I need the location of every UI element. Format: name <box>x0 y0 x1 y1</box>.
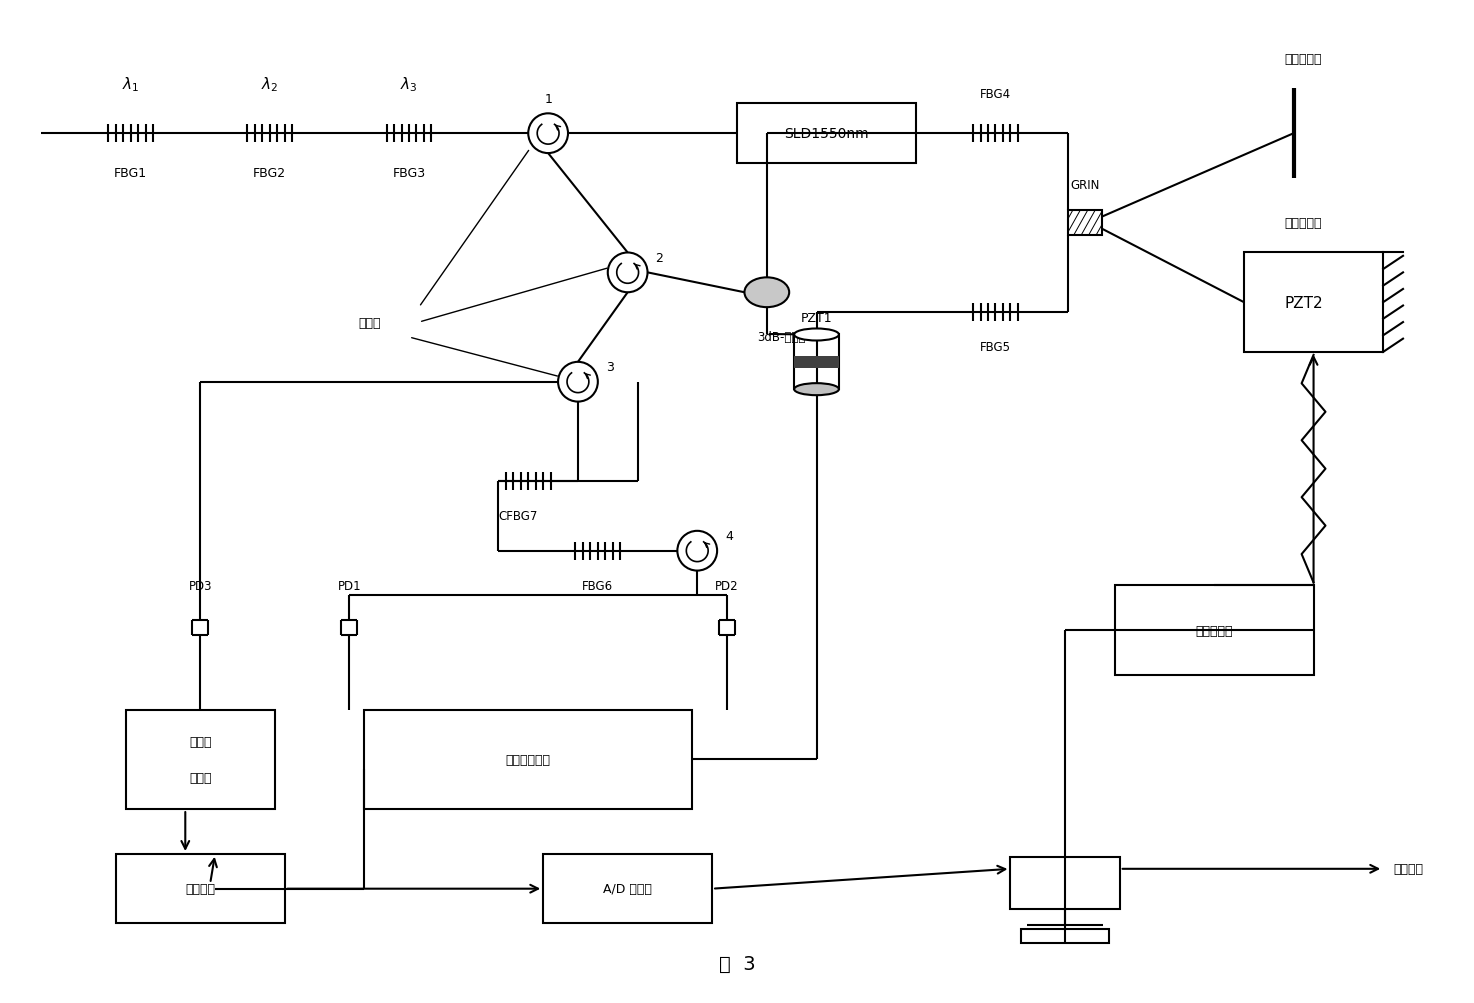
Ellipse shape <box>794 384 839 396</box>
Text: 参考反射镜: 参考反射镜 <box>1285 217 1322 230</box>
Text: SLD1550nm: SLD1550nm <box>784 127 868 141</box>
Bar <box>542 854 712 924</box>
Text: $\lambda_1$: $\lambda_1$ <box>122 75 140 93</box>
Bar <box>1114 586 1313 675</box>
Text: CFBG7: CFBG7 <box>498 510 538 523</box>
Ellipse shape <box>794 329 839 341</box>
Text: 3dB-耦合器: 3dB-耦合器 <box>758 331 806 344</box>
Text: 信号发生器: 信号发生器 <box>1195 624 1232 637</box>
Bar <box>737 104 915 163</box>
Text: 2: 2 <box>656 252 663 265</box>
Text: 反馈控制电路: 反馈控制电路 <box>506 753 551 766</box>
Text: 信号电: 信号电 <box>189 735 211 748</box>
Text: 测量反射镜: 测量反射镜 <box>1285 53 1322 66</box>
Text: 3: 3 <box>606 361 613 374</box>
Bar <box>794 356 839 368</box>
Text: A/D 转换卡: A/D 转换卡 <box>603 883 652 896</box>
Circle shape <box>559 362 598 402</box>
Text: PZT1: PZT1 <box>800 311 833 324</box>
Text: PD1: PD1 <box>338 580 361 593</box>
Circle shape <box>528 114 567 153</box>
Text: FBG3: FBG3 <box>392 168 426 181</box>
Circle shape <box>607 253 647 293</box>
Text: PD2: PD2 <box>715 580 738 593</box>
Text: FBG4: FBG4 <box>980 88 1011 101</box>
Text: 4: 4 <box>725 530 733 543</box>
Bar <box>1244 253 1383 352</box>
Text: 回旋器: 回旋器 <box>358 316 380 329</box>
Text: 路处理: 路处理 <box>189 771 211 784</box>
Polygon shape <box>1067 211 1103 236</box>
Bar <box>125 710 274 809</box>
Text: 相位测量: 相位测量 <box>186 883 215 896</box>
Text: $\lambda_2$: $\lambda_2$ <box>261 75 279 93</box>
Text: FBG2: FBG2 <box>254 168 286 181</box>
Text: FBG6: FBG6 <box>582 580 613 593</box>
Text: $\lambda_3$: $\lambda_3$ <box>399 75 417 93</box>
Text: FBG1: FBG1 <box>113 168 147 181</box>
Text: FBG5: FBG5 <box>980 341 1011 354</box>
Text: 1: 1 <box>544 93 553 105</box>
Bar <box>1021 930 1108 944</box>
Text: PZT2: PZT2 <box>1284 296 1324 310</box>
Text: PD3: PD3 <box>189 580 212 593</box>
Text: GRIN: GRIN <box>1070 180 1100 193</box>
Bar <box>364 710 693 809</box>
Text: 输出结果: 输出结果 <box>1393 863 1422 876</box>
Bar <box>1010 857 1120 909</box>
Text: 图  3: 图 3 <box>719 954 755 973</box>
Bar <box>115 854 284 924</box>
Circle shape <box>678 532 718 571</box>
Bar <box>794 335 839 390</box>
Ellipse shape <box>744 278 789 308</box>
